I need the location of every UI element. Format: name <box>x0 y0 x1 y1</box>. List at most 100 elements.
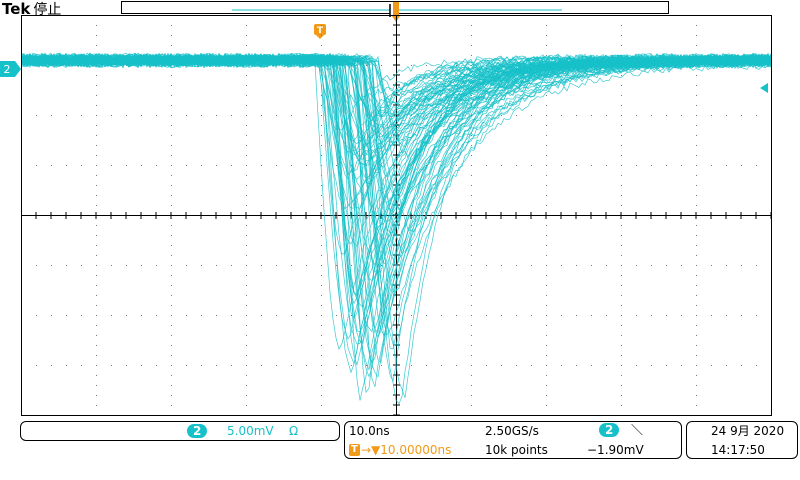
grid-dot <box>621 125 622 126</box>
grid-dot <box>636 265 637 266</box>
grid-dot <box>636 165 637 166</box>
waveform-trace <box>21 55 772 233</box>
grid-dot <box>171 375 172 376</box>
grid-dot <box>546 25 547 26</box>
grid-dot <box>216 165 217 166</box>
grid-dot <box>126 265 127 266</box>
grid-dot <box>141 265 142 266</box>
grid-dot <box>246 345 247 346</box>
grid-dot <box>96 175 97 176</box>
grid-dot <box>621 315 622 316</box>
grid-dot <box>261 165 262 166</box>
grid-dot <box>36 265 37 266</box>
grid-dot <box>756 365 757 366</box>
grid-dot <box>666 315 667 316</box>
grid-dot <box>471 265 472 266</box>
grid-dot <box>321 135 322 136</box>
grid-dot <box>441 265 442 266</box>
grid-dot <box>411 65 412 66</box>
grid-dot <box>216 315 217 316</box>
grid-dot <box>726 165 727 166</box>
grid-dot <box>471 45 472 46</box>
grid-dot <box>321 345 322 346</box>
grid-dot <box>291 315 292 316</box>
record-length: 10k points <box>485 443 548 457</box>
grid-dot <box>696 265 697 266</box>
grid-dot <box>321 105 322 106</box>
grid-dot <box>246 335 247 336</box>
grid-dot <box>231 365 232 366</box>
date-readout: 24 9月 2020 <box>711 424 785 438</box>
grid-dot <box>471 345 472 346</box>
grid-dot <box>696 295 697 296</box>
acquisition-status: 停止 <box>33 2 62 18</box>
grid-dot <box>171 365 172 366</box>
grid-dot <box>726 265 727 266</box>
grid-dot <box>666 165 667 166</box>
grid-dot <box>276 265 277 266</box>
grid-dot <box>246 235 247 236</box>
grid-dot <box>66 165 67 166</box>
grid-dot <box>246 155 247 156</box>
grid-dot <box>516 265 517 266</box>
grid-dot <box>246 95 247 96</box>
grid-dot <box>201 265 202 266</box>
grid-dot <box>471 295 472 296</box>
grid-dot <box>156 265 157 266</box>
grid-dot <box>96 265 97 266</box>
grid-dot <box>576 315 577 316</box>
grid-dot <box>471 55 472 56</box>
grid-dot <box>741 115 742 116</box>
grid-dot <box>96 355 97 356</box>
grid-dot <box>276 315 277 316</box>
grid-dot <box>246 205 247 206</box>
grid-dot <box>246 185 247 186</box>
channel-readout-panel[interactable]: 2 5.00mV Ω <box>20 421 340 441</box>
grid-dot <box>336 265 337 266</box>
grid-dot <box>186 115 187 116</box>
grid-dot <box>696 275 697 276</box>
waveform-display[interactable] <box>21 15 772 417</box>
sample-rate: 2.50GS/s <box>485 424 539 438</box>
screen-border <box>21 15 772 416</box>
grid-dot <box>96 95 97 96</box>
grid-dot <box>471 235 472 236</box>
grid-dot <box>546 255 547 256</box>
grid-dot <box>126 115 127 116</box>
grid-dot <box>96 305 97 306</box>
channel2-marker-label: 2 <box>4 63 11 76</box>
grid-dot <box>246 375 247 376</box>
grid-dot <box>531 315 532 316</box>
grid-dot <box>411 115 412 116</box>
trigger-level-marker[interactable] <box>758 82 770 94</box>
grid-dot <box>606 315 607 316</box>
grid-dot <box>171 35 172 36</box>
grid-dot <box>111 165 112 166</box>
grid-dot <box>696 95 697 96</box>
grid-dot <box>681 115 682 116</box>
channel2-offset-marker[interactable]: 2 <box>0 61 22 77</box>
grid-dot <box>366 65 367 66</box>
grid-dot <box>246 285 247 286</box>
grid-dot <box>711 315 712 316</box>
grid-dot <box>666 115 667 116</box>
grid-dot <box>726 365 727 366</box>
grid-dot <box>171 175 172 176</box>
timebase-readout-panel[interactable]: 10.0ns 2.50GS/s 2 ＼ T →▼10.00000ns 10k p… <box>344 421 682 459</box>
grid-dot <box>696 185 697 186</box>
grid-dot <box>471 285 472 286</box>
grid-dot <box>471 385 472 386</box>
grid-dot <box>96 385 97 386</box>
grid-dot <box>546 405 547 406</box>
grid-dot <box>201 165 202 166</box>
grid-dot <box>171 385 172 386</box>
grid-dot <box>546 205 547 206</box>
grid-dot <box>471 195 472 196</box>
grid-dot <box>336 315 337 316</box>
grid-dot <box>666 265 667 266</box>
grid-dot <box>231 115 232 116</box>
grid-dot <box>186 365 187 366</box>
grid-dot <box>621 155 622 156</box>
grid-dot <box>321 115 322 116</box>
grid-dot <box>591 365 592 366</box>
